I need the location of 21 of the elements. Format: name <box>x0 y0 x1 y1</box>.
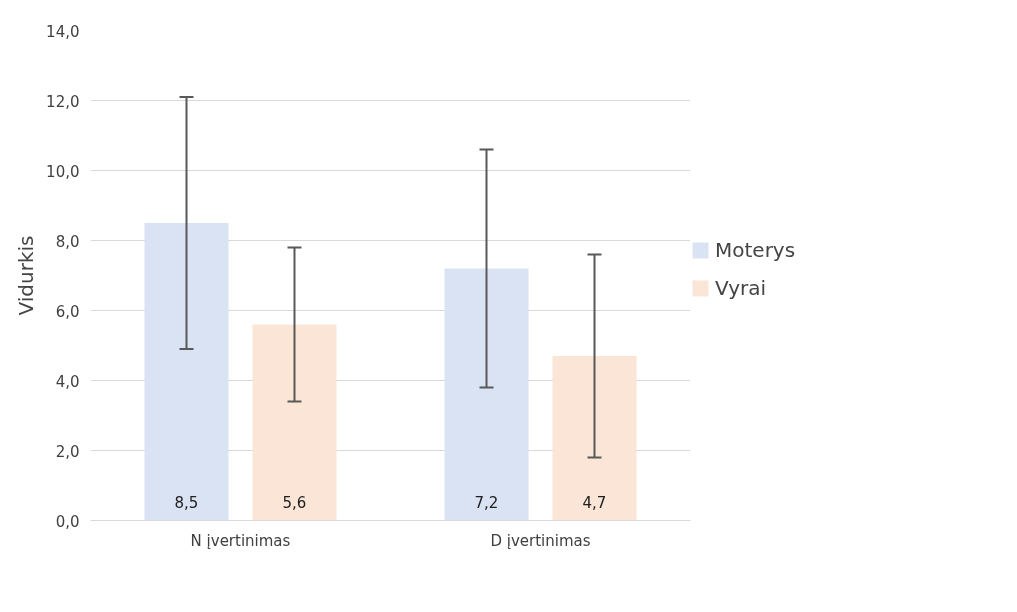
bar <box>552 356 637 521</box>
legend-label: Vyrai <box>715 276 767 300</box>
y-tick-label: 8,0 <box>55 232 80 251</box>
x-tick-label: N įvertinimas <box>190 531 291 550</box>
data-label: 7,2 <box>474 494 499 513</box>
y-tick-label: 14,0 <box>46 22 80 41</box>
y-tick-label: 2,0 <box>55 442 80 461</box>
data-label: 5,6 <box>282 494 307 513</box>
x-tick-label: D įvertinimas <box>490 531 591 550</box>
data-label: 4,7 <box>582 494 607 513</box>
bar <box>444 268 529 521</box>
y-tick-label: 10,0 <box>46 162 80 181</box>
y-axis-title: Vidurkis <box>14 235 39 316</box>
y-tick-label: 12,0 <box>46 92 80 111</box>
y-tick-label: 4,0 <box>55 372 80 391</box>
legend-label: Moterys <box>715 238 796 262</box>
y-tick-label: 6,0 <box>55 302 80 321</box>
bar <box>144 223 229 521</box>
data-label: 8,5 <box>174 494 199 513</box>
y-tick-label: 0,0 <box>55 512 80 531</box>
bar <box>252 324 337 521</box>
